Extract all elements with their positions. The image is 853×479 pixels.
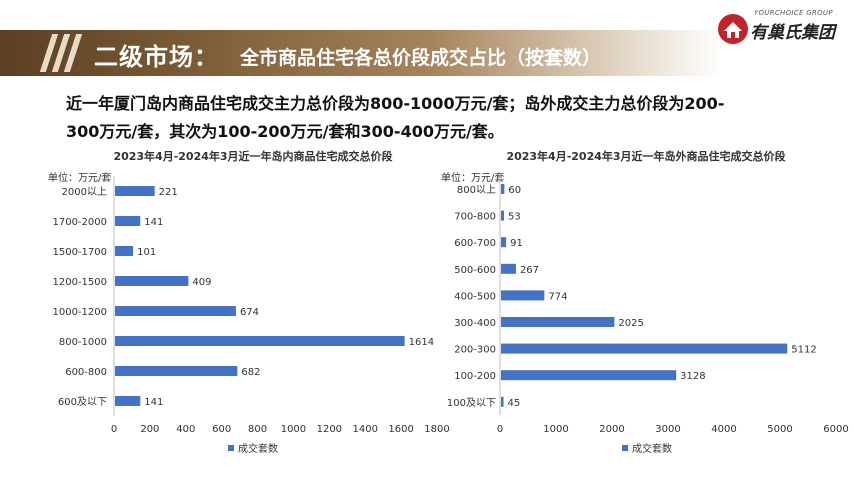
- chart-outside-x-tick-label: 6000: [823, 424, 848, 435]
- chart-outside-category-label: 700-800: [454, 212, 496, 223]
- chart-inside-data-label: 221: [159, 187, 178, 198]
- chart-outside-bar: [501, 210, 504, 221]
- chart-outside-bar: [501, 263, 516, 274]
- chart-outside-data-label: 3128: [680, 371, 705, 382]
- company-logo: YOURCHOICE GROUP 有巢氏集团: [714, 8, 850, 52]
- chart-inside-x-tick-label: 400: [176, 424, 195, 435]
- chart-inside-unit-label: 单位：万元/套: [48, 171, 111, 184]
- chart-outside-bar: [501, 290, 545, 301]
- page-title: 二级市场：: [94, 43, 219, 71]
- chart-outside-x-tick-label: 5000: [767, 424, 792, 435]
- logo-english: YOURCHOICE GROUP: [754, 9, 833, 17]
- chart-inside-bar: [115, 186, 155, 196]
- chart-outside-category-label: 400-500: [454, 291, 496, 302]
- chart-inside-category-label: 1700-2000: [52, 217, 107, 228]
- chart-outside-data-label: 2025: [618, 318, 643, 329]
- chart-outside-category-label: 100-200: [454, 371, 496, 382]
- chart-inside-x-tick-label: 200: [140, 424, 159, 435]
- summary-line-2: 300万元/套，其次为100-200万元/套和300-400万元/套。: [66, 122, 504, 141]
- chart-outside-x-tick-label: 4000: [711, 424, 736, 435]
- logo-chinese: 有巢氏集团: [750, 23, 835, 43]
- chart-inside-x-tick-label: 1400: [352, 424, 377, 435]
- chart-inside-data-label: 141: [144, 397, 163, 408]
- chart-outside-bar: [501, 237, 507, 248]
- chart-outside-x-tick-label: 0: [497, 424, 503, 435]
- chart-inside-x-tick-label: 1600: [388, 424, 413, 435]
- chart-inside-x-tick-label: 800: [248, 424, 267, 435]
- chart-outside-bar: [501, 317, 615, 327]
- chart-inside-bar: [115, 366, 238, 376]
- chart-inside-x-tick-label: 1200: [317, 424, 342, 435]
- chart-outside-x-tick-label: 2000: [599, 424, 624, 435]
- chart-outside-data-label: 774: [548, 291, 567, 302]
- chart-inside-bar: [115, 336, 405, 346]
- chart-outside-bar: [501, 370, 677, 381]
- chart-outside-bar: [501, 343, 788, 354]
- chart-inside-bar: [115, 276, 189, 286]
- chart-inside-category-label: 800-1000: [59, 337, 107, 348]
- chart-outside-data-label: 60: [508, 185, 521, 196]
- chart-outside-data-label: 5112: [791, 345, 816, 356]
- chart-inside-data-label: 101: [137, 247, 156, 258]
- summary-text: 近一年厦门岛内商品住宅成交主力总价段为800-1000万元/套；岛外成交主力总价…: [66, 90, 806, 146]
- chart-outside-x-tick-label: 1000: [543, 424, 568, 435]
- chart-inside-category-label: 1000-1200: [52, 307, 107, 318]
- chart-outside-legend-label: 成交套数: [632, 442, 672, 455]
- chart-inside-x-tick-label: 600: [212, 424, 231, 435]
- chart-outside-data-label: 53: [508, 212, 521, 223]
- chart-inside-x-tick-label: 0: [111, 424, 117, 435]
- chart-inside-legend-swatch: [228, 445, 234, 451]
- chart-inside-legend-label: 成交套数: [238, 442, 278, 455]
- chart-inside-bar: [115, 306, 236, 316]
- chart-inside-category-label: 1200-1500: [52, 277, 107, 288]
- chart-outside-bar: [501, 396, 504, 407]
- summary-line-1: 近一年厦门岛内商品住宅成交主力总价段为800-1000万元/套；岛外成交主力总价…: [66, 94, 725, 113]
- chart-outside-unit-label: 单位：万元/套: [441, 171, 504, 184]
- chart-outside-category-label: 500-600: [454, 265, 496, 276]
- chart-inside-bar: [115, 396, 141, 406]
- chart-outside-data-label: 267: [520, 265, 539, 276]
- chart-inside-bar: [115, 216, 141, 226]
- chart-inside-category-label: 2000以上: [62, 186, 107, 198]
- chart-outside-legend-swatch: [622, 445, 628, 451]
- chart-outside-category-label: 300-400: [454, 318, 496, 329]
- chart-inside-data-label: 409: [192, 277, 211, 288]
- chart-inside-category-label: 600-800: [65, 367, 107, 378]
- chart-outside-category-label: 100及以下: [447, 397, 496, 409]
- chart-inside-data-label: 141: [144, 217, 163, 228]
- house-logo-icon: [718, 14, 748, 44]
- chart-outside-x-tick-label: 3000: [655, 424, 680, 435]
- chart-inside-data-label: 1614: [409, 337, 434, 348]
- chart-inside-title: 2023年4月-2024年3月近一年岛内商品住宅成交总价段: [113, 149, 392, 163]
- chart-inside-category-label: 1500-1700: [52, 247, 107, 258]
- chart-inside-bar: [115, 246, 134, 256]
- chart-inside-x-tick-label: 1800: [424, 424, 449, 435]
- chart-inside-data-label: 682: [241, 367, 260, 378]
- chart-outside-category-label: 800以上: [457, 184, 496, 196]
- chart-outside-category-label: 200-300: [454, 345, 496, 356]
- page-subtitle: 全市商品住宅各总价段成交占比（按套数）: [240, 47, 602, 69]
- chart-outside-title: 2023年4月-2024年3月近一年岛外商品住宅成交总价段: [506, 149, 785, 163]
- chart-outside-bar: [501, 184, 505, 194]
- chart-outside-data-label: 45: [508, 398, 521, 409]
- header-bar: [0, 30, 722, 76]
- chart-outside-data-label: 91: [510, 238, 523, 249]
- chart-outside-category-label: 600-700: [454, 238, 496, 249]
- chart-inside-x-tick-label: 1000: [281, 424, 306, 435]
- chart-inside-category-label: 600及以下: [58, 396, 107, 408]
- chart-inside-data-label: 674: [240, 307, 259, 318]
